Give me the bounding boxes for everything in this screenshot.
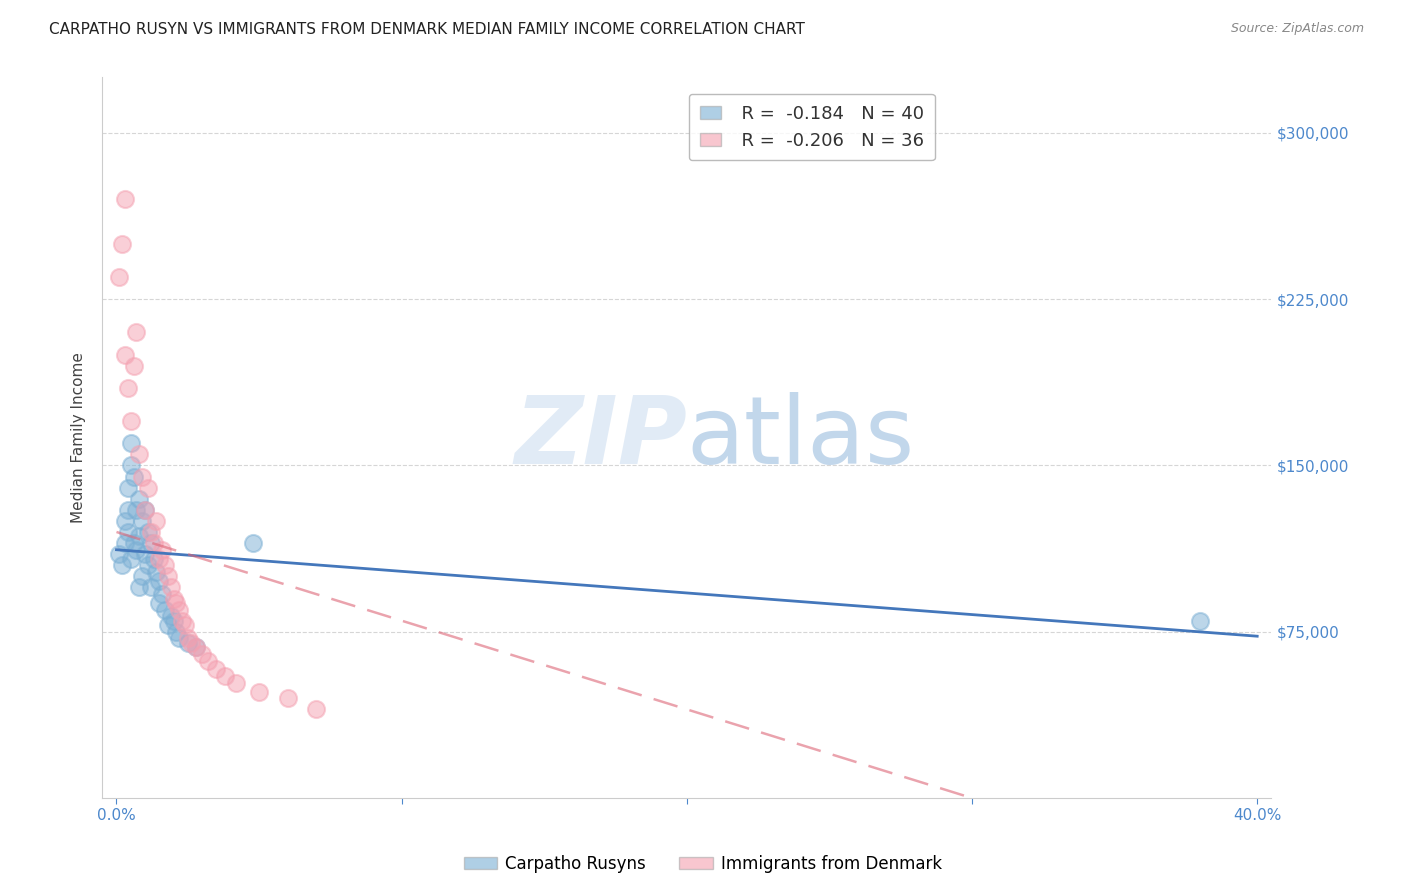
- Point: [150, 542, 173, 557]
- Point: [170, 614, 193, 628]
- Point: [120, 458, 142, 473]
- Point: [150, 587, 173, 601]
- Point: [145, 514, 167, 528]
- Point: [128, 447, 150, 461]
- Point: [197, 654, 219, 668]
- Text: CARPATHO RUSYN VS IMMIGRANTS FROM DENMARK MEDIAN FAMILY INCOME CORRELATION CHART: CARPATHO RUSYN VS IMMIGRANTS FROM DENMAR…: [49, 22, 806, 37]
- Point: [122, 359, 145, 373]
- Point: [117, 481, 139, 495]
- Point: [153, 558, 176, 573]
- Point: [142, 536, 165, 550]
- Point: [139, 581, 162, 595]
- Point: [159, 609, 181, 624]
- Point: [114, 514, 136, 528]
- Point: [186, 640, 208, 655]
- Point: [277, 691, 299, 706]
- Point: [122, 469, 145, 483]
- Point: [134, 503, 156, 517]
- Point: [134, 547, 156, 561]
- Point: [134, 503, 156, 517]
- Point: [128, 581, 150, 595]
- Point: [205, 663, 228, 677]
- Point: [131, 514, 153, 528]
- Point: [145, 565, 167, 579]
- Point: [156, 618, 179, 632]
- Text: ZIP: ZIP: [515, 392, 688, 483]
- Point: [128, 529, 150, 543]
- Point: [111, 558, 134, 573]
- Point: [131, 569, 153, 583]
- Point: [167, 632, 190, 646]
- Point: [128, 491, 150, 506]
- Point: [114, 536, 136, 550]
- Point: [148, 574, 170, 588]
- Point: [136, 524, 159, 539]
- Point: [139, 524, 162, 539]
- Point: [242, 536, 264, 550]
- Point: [162, 614, 184, 628]
- Point: [165, 596, 187, 610]
- Point: [125, 326, 148, 340]
- Point: [117, 381, 139, 395]
- Text: Source: ZipAtlas.com: Source: ZipAtlas.com: [1230, 22, 1364, 36]
- Point: [136, 481, 159, 495]
- Point: [1189, 614, 1212, 628]
- Point: [186, 640, 208, 655]
- Point: [191, 647, 214, 661]
- Point: [111, 236, 134, 251]
- Point: [148, 551, 170, 566]
- Legend: Carpatho Rusyns, Immigrants from Denmark: Carpatho Rusyns, Immigrants from Denmark: [457, 848, 949, 880]
- Point: [165, 624, 187, 639]
- Point: [142, 551, 165, 566]
- Point: [225, 675, 247, 690]
- Point: [148, 596, 170, 610]
- Point: [120, 551, 142, 566]
- Point: [156, 569, 179, 583]
- Point: [167, 602, 190, 616]
- Point: [180, 636, 202, 650]
- Point: [153, 602, 176, 616]
- Point: [177, 636, 200, 650]
- Point: [305, 702, 328, 716]
- Point: [247, 684, 270, 698]
- Point: [108, 547, 131, 561]
- Point: [122, 536, 145, 550]
- Point: [120, 436, 142, 450]
- Point: [162, 591, 184, 606]
- Point: [139, 536, 162, 550]
- Point: [108, 270, 131, 285]
- Point: [117, 503, 139, 517]
- Point: [174, 618, 197, 632]
- Point: [131, 469, 153, 483]
- Point: [159, 581, 181, 595]
- Point: [125, 503, 148, 517]
- Point: [214, 669, 236, 683]
- Point: [125, 542, 148, 557]
- Point: [177, 632, 200, 646]
- Text: atlas: atlas: [688, 392, 915, 483]
- Point: [136, 558, 159, 573]
- Point: [114, 348, 136, 362]
- Y-axis label: Median Family Income: Median Family Income: [72, 352, 86, 524]
- Point: [117, 524, 139, 539]
- Point: [120, 414, 142, 428]
- Legend:   R =  -0.184   N = 40,   R =  -0.206   N = 36: R = -0.184 N = 40, R = -0.206 N = 36: [689, 94, 935, 161]
- Point: [114, 193, 136, 207]
